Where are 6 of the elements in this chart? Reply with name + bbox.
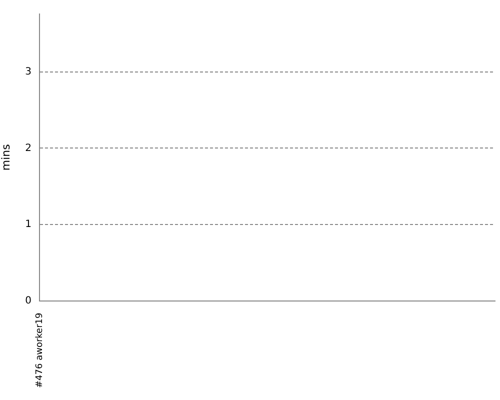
y-axis-title: mins — [0, 144, 12, 171]
y-tick-label: 3 — [25, 66, 32, 78]
y-tick-label: 1 — [25, 219, 32, 230]
y-tick-label: 0 — [25, 295, 32, 306]
x-tick-label: #476 aworker19 — [34, 312, 45, 388]
y-tick-label: 2 — [25, 142, 32, 154]
